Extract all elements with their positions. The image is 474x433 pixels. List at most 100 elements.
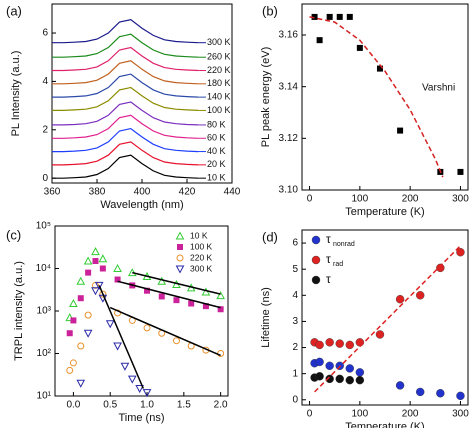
- marker: [346, 13, 353, 20]
- marker: [85, 269, 92, 276]
- marker: [127, 375, 137, 384]
- series-label: 60 K: [207, 133, 226, 143]
- spectrum-line: [52, 127, 199, 153]
- y-tick-label: 10³: [37, 306, 52, 317]
- x-axis-label: Wavelength (nm): [100, 199, 183, 211]
- marker: [176, 254, 184, 262]
- marker: [69, 298, 78, 308]
- series-label: 220 K: [207, 65, 231, 75]
- y-tick-label: 1: [292, 368, 298, 379]
- legend-label: τ: [326, 252, 331, 266]
- marker: [120, 362, 130, 371]
- y-tick-label: 3.12: [279, 133, 299, 144]
- marker: [456, 248, 465, 257]
- fit-line: [132, 271, 221, 295]
- series-label: 300 K: [207, 37, 231, 47]
- spectrum-line: [52, 141, 199, 166]
- y-tick-label: 2: [42, 124, 48, 135]
- y-tick-label: 10²: [37, 348, 52, 359]
- panel-label: (a): [6, 3, 22, 18]
- x-tick-label: 2.0: [214, 400, 228, 411]
- y-tick-label: 3.16: [279, 30, 299, 41]
- marker: [77, 295, 84, 302]
- marker: [83, 256, 93, 265]
- marker: [311, 13, 318, 20]
- series-label: 140 K: [207, 92, 231, 102]
- spectrum-line: [52, 86, 199, 111]
- marker: [175, 265, 185, 274]
- marker: [98, 254, 108, 263]
- marker: [375, 330, 385, 339]
- marker: [397, 127, 404, 134]
- y-tick-label: 10¹: [37, 391, 52, 402]
- x-tick-label: 400: [134, 187, 151, 198]
- marker: [135, 385, 144, 394]
- spectrum-line: [52, 114, 199, 139]
- x-axis-label: Temperature (K): [345, 421, 424, 428]
- marker: [325, 338, 334, 347]
- legend-label: 100 K: [190, 241, 213, 251]
- x-tick-label: 0.5: [103, 400, 117, 411]
- marker: [316, 37, 323, 44]
- panel-label: (b): [262, 3, 278, 18]
- legend-label: τ: [326, 232, 331, 246]
- spectrum-line: [52, 33, 199, 58]
- marker: [143, 324, 151, 332]
- spectrum-line: [52, 46, 199, 72]
- marker: [436, 389, 445, 398]
- marker: [92, 258, 99, 265]
- marker: [91, 247, 100, 256]
- panel-label: (c): [6, 227, 21, 242]
- legend-label: 220 K: [190, 252, 213, 262]
- x-axis-label: Temperature (K): [345, 206, 424, 218]
- x-tick-label: 0: [307, 194, 313, 205]
- x-axis-label: Time (ns): [118, 412, 164, 424]
- series-label: 180 K: [207, 78, 231, 88]
- marker: [217, 350, 225, 357]
- marker: [456, 391, 465, 401]
- y-tick-label: 2: [292, 342, 298, 353]
- marker: [65, 313, 75, 322]
- marker: [175, 231, 185, 240]
- marker: [142, 389, 152, 398]
- y-tick-label: 10⁵: [36, 221, 51, 232]
- marker: [177, 244, 183, 250]
- y-tick-label: 0: [42, 173, 48, 184]
- spectrum-line: [52, 101, 199, 126]
- series-label: 260 K: [207, 52, 231, 62]
- marker: [113, 263, 122, 272]
- legend-label: 10 K: [190, 230, 208, 240]
- marker: [216, 291, 225, 300]
- x-tick-label: 360: [44, 187, 61, 198]
- fit-line: [309, 16, 444, 178]
- x-tick-label: 380: [89, 187, 106, 198]
- x-tick-label: 300: [452, 194, 469, 205]
- y-tick-label: 10⁴: [36, 263, 51, 274]
- y-tick-label: 6: [292, 238, 298, 249]
- marker: [94, 281, 104, 290]
- fit-line: [117, 280, 221, 309]
- marker: [172, 337, 180, 345]
- marker: [315, 340, 324, 350]
- marker: [114, 309, 122, 317]
- marker: [69, 359, 77, 367]
- marker: [325, 374, 334, 384]
- x-tick-label: 0.0: [66, 400, 80, 411]
- marker: [158, 293, 165, 300]
- marker: [355, 375, 365, 385]
- marker: [157, 276, 167, 285]
- spectrum-line: [52, 19, 199, 44]
- legend-subscript: nonrad: [333, 241, 355, 248]
- marker: [173, 297, 180, 304]
- legend-subscript: rad: [333, 261, 343, 268]
- series-label: 80 K: [207, 119, 226, 129]
- marker: [188, 300, 195, 307]
- marker: [114, 276, 121, 283]
- marker: [325, 361, 334, 371]
- y-axis-label: TRPL intensity (a.u.): [13, 261, 25, 361]
- x-tick-label: 1.0: [140, 400, 154, 411]
- marker: [76, 379, 86, 388]
- marker: [335, 374, 344, 384]
- marker: [66, 366, 74, 374]
